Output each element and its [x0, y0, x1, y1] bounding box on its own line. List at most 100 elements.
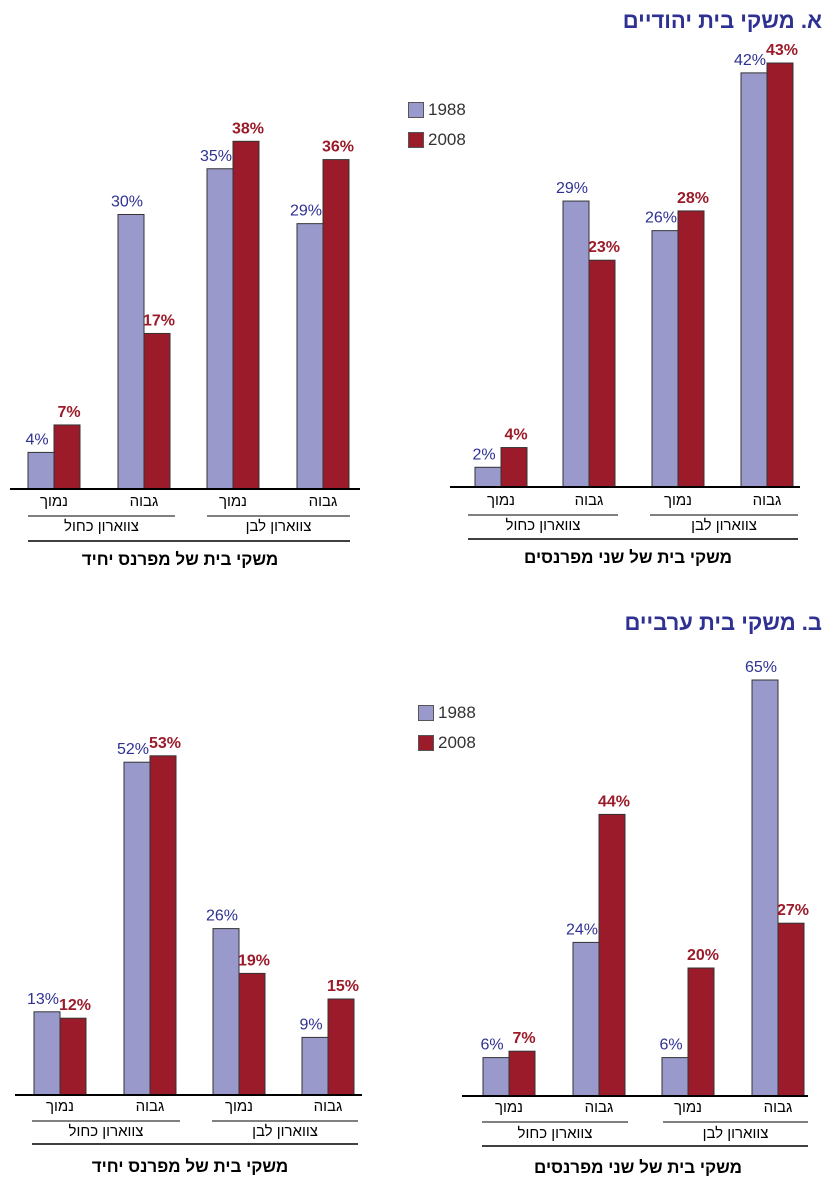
category-label: נמוך — [225, 1098, 253, 1115]
bar-1988 — [572, 941, 600, 1097]
bar-1988 — [206, 168, 234, 490]
category-label: גבוה — [753, 492, 782, 509]
legend-swatch-1988 — [408, 102, 424, 118]
chart-title: משקי בית של שני מפרנסים — [534, 1158, 742, 1177]
bar-2008 — [327, 998, 355, 1096]
data-label-2008: 27% — [777, 902, 809, 919]
chart-title: משקי בית של מפרנס יחיד — [92, 1157, 288, 1176]
group-label: צווארון לבן — [246, 518, 312, 535]
bar-2008 — [322, 159, 350, 490]
legend-label-2008: 2008 — [428, 130, 466, 149]
legend-item-1988: 1988 — [408, 95, 466, 125]
bar-1988 — [651, 230, 679, 488]
legend-swatch-2008 — [418, 735, 434, 751]
bar-1988 — [474, 466, 502, 488]
bar-2008 — [677, 210, 705, 488]
legend-label-2008: 2008 — [438, 733, 476, 752]
legend-label-1988: 1988 — [428, 100, 466, 119]
data-label-2008: 36% — [322, 139, 354, 156]
bar-2008 — [143, 332, 171, 490]
data-label-1988: 26% — [206, 908, 238, 925]
category-label: גבוה — [585, 1099, 614, 1116]
data-label-2008: 15% — [327, 978, 359, 995]
legend-item-2008: 2008 — [418, 728, 476, 758]
data-label-1988: 29% — [290, 203, 322, 220]
bar-1988 — [212, 928, 240, 1096]
data-label-1988: 29% — [556, 180, 588, 197]
bar-2008 — [777, 922, 805, 1097]
group-label: צווארון כחול — [518, 1125, 593, 1142]
bar-2008 — [53, 424, 81, 490]
category-label: נמוך — [674, 1099, 702, 1116]
group-label: צווארון לבן — [703, 1125, 769, 1142]
data-label-1988: 9% — [299, 1016, 322, 1033]
bar-1988 — [117, 214, 145, 490]
legend-item-2008: 2008 — [408, 125, 466, 155]
data-label-1988: 35% — [200, 148, 232, 165]
category-label: גבוה — [314, 1098, 343, 1115]
group-label: צווארון לבן — [691, 517, 757, 534]
category-label: נמוך — [487, 492, 515, 509]
data-label-2008: 19% — [238, 952, 270, 969]
legend-jewish: 1988 2008 — [408, 95, 466, 155]
bar-1988 — [296, 223, 324, 490]
legend-item-1988: 1988 — [418, 698, 476, 728]
data-label-1988: 52% — [117, 741, 149, 758]
data-label-1988: 4% — [25, 431, 48, 448]
group-label: צווארון כחול — [64, 518, 139, 535]
data-label-1988: 6% — [659, 1037, 682, 1054]
data-label-2008: 12% — [59, 997, 91, 1014]
section-title-arab: ב. משקי בית ערביים — [624, 610, 822, 635]
data-label-1988: 2% — [472, 446, 495, 463]
bar-2008 — [500, 447, 528, 488]
legend-arab: 1988 2008 — [418, 698, 476, 758]
data-label-2008: 44% — [598, 793, 630, 810]
bar-2008 — [238, 972, 266, 1096]
data-label-1988: 13% — [27, 991, 59, 1008]
bar-1988 — [751, 679, 779, 1097]
chart-title: משקי בית של מפרנס יחיד — [82, 550, 278, 569]
data-label-2008: 43% — [766, 42, 798, 59]
data-label-1988: 6% — [480, 1037, 503, 1054]
data-label-1988: 26% — [645, 210, 677, 227]
section-title-jewish: א. משקי בית יהודיים — [622, 8, 822, 33]
group-label: צווארון כחול — [506, 517, 581, 534]
data-label-1988: 30% — [111, 194, 143, 211]
category-label: גבוה — [130, 493, 159, 510]
legend-swatch-2008 — [408, 132, 424, 148]
bar-2008 — [588, 259, 616, 488]
bar-2008 — [598, 813, 626, 1097]
data-label-2008: 17% — [143, 312, 175, 329]
data-label-1988: 42% — [734, 52, 766, 69]
bar-2008 — [508, 1050, 536, 1097]
data-label-1988: 65% — [745, 659, 777, 676]
data-label-2008: 7% — [57, 404, 80, 421]
data-label-2008: 23% — [588, 239, 620, 256]
data-label-2008: 20% — [687, 947, 719, 964]
legend-label-1988: 1988 — [438, 703, 476, 722]
category-label: נמוך — [664, 492, 692, 509]
bar-1988 — [33, 1011, 61, 1096]
bar-2008 — [59, 1017, 87, 1096]
bar-2008 — [149, 755, 177, 1096]
data-label-2008: 38% — [232, 120, 264, 137]
bar-1988 — [740, 72, 768, 488]
data-label-2008: 53% — [149, 735, 181, 752]
bar-1988 — [27, 451, 55, 490]
category-label: גבוה — [136, 1098, 165, 1115]
category-label: גבוה — [575, 492, 604, 509]
group-label: צווארון לבן — [252, 1123, 318, 1140]
category-label: גבוה — [309, 493, 338, 510]
bar-2008 — [232, 140, 260, 490]
category-label: גבוה — [764, 1099, 793, 1116]
data-label-1988: 24% — [566, 921, 598, 938]
data-label-2008: 4% — [504, 427, 527, 444]
category-label: נמוך — [40, 493, 68, 510]
category-label: נמוך — [46, 1098, 74, 1115]
legend-swatch-1988 — [418, 705, 434, 721]
chart-title: משקי בית של שני מפרנסים — [524, 548, 732, 567]
bar-1988 — [482, 1057, 510, 1097]
bar-2008 — [766, 62, 794, 488]
